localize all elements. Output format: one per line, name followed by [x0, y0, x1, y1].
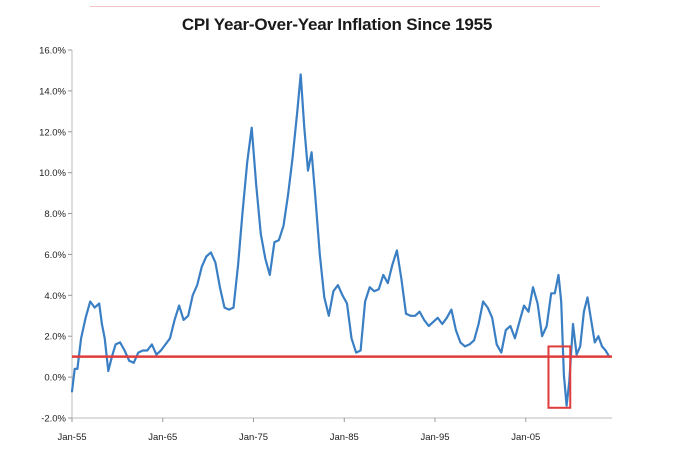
- y-tick-label: 0.0%: [44, 373, 66, 384]
- y-tick-label: 12.0%: [39, 127, 66, 138]
- y-tick-label: 10.0%: [39, 168, 66, 179]
- y-tick-label: 8.0%: [44, 209, 66, 220]
- y-tick-label: 6.0%: [44, 250, 66, 261]
- x-tick-label: Jan-65: [148, 432, 177, 443]
- y-tick-label: 16.0%: [39, 46, 66, 57]
- y-axis-ticks: 16.0% 14.0% 12.0% 10.0% 8.0% 6.0% 4.0% 2.0% 0.0%…: [39, 46, 72, 425]
- y-tick-label: 14.0%: [39, 86, 66, 97]
- cpi-series-line: [70, 73, 611, 407]
- y-tick-label: 4.0%: [44, 291, 66, 302]
- x-tick-label: Jan-55: [57, 432, 86, 443]
- x-tick-label: Jan-75: [239, 432, 268, 443]
- series-layer: [70, 73, 611, 407]
- chart-title: CPI Year-Over-Year Inflation Since 1955: [181, 15, 493, 34]
- top-decorative-rule: [90, 6, 600, 7]
- x-tick-label: Jan-05: [511, 432, 540, 443]
- y-tick-label: 2.0%: [44, 332, 66, 343]
- overlay-layer: [72, 345, 612, 409]
- x-tick-label: Jan-95: [420, 432, 449, 443]
- highlight-box: [547, 345, 572, 409]
- y-tick-label: -2.0%: [41, 414, 66, 425]
- x-axis-ticks: Jan-55 Jan-65 Jan-75 Jan-85 Jan-95 Jan-05: [57, 418, 540, 443]
- x-tick-label: Jan-85: [330, 432, 359, 443]
